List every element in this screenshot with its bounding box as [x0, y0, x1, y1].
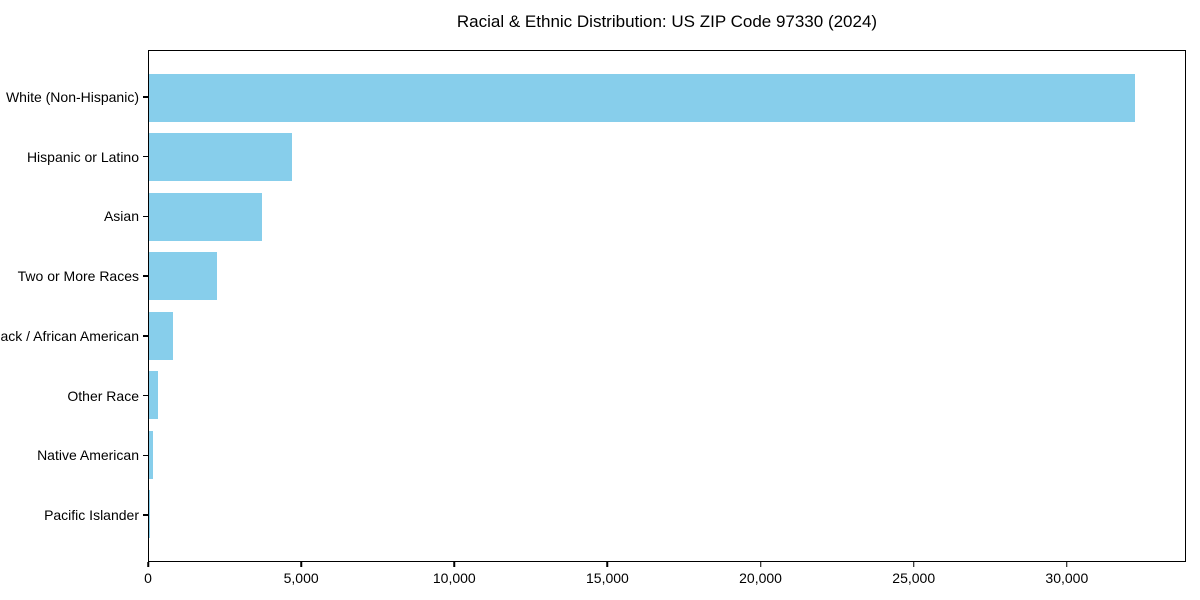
- bar-asian: [149, 192, 263, 241]
- ytick-label-black-african-american: Black / African American: [0, 327, 139, 344]
- ytick-row: Hispanic or Latino: [0, 127, 148, 187]
- plot-area: [148, 50, 1186, 562]
- ytick-label-two-or-more-races: Two or More Races: [17, 268, 139, 285]
- xtick-mark: [759, 562, 762, 567]
- ytick-label-white-non-hispanic: White (Non-Hispanic): [5, 88, 139, 105]
- ytick-mark: [143, 96, 148, 98]
- bar-hispanic-or-latino: [149, 133, 292, 182]
- xtick-mark: [453, 562, 456, 567]
- bar-row: [149, 485, 1185, 545]
- ytick-mark: [143, 275, 148, 277]
- bar-row: [149, 128, 1185, 188]
- xtick-mark: [1066, 562, 1068, 567]
- xtick-label-0: 0: [144, 570, 152, 586]
- bar-two-or-more-races: [149, 252, 217, 301]
- ytick-mark: [143, 514, 148, 516]
- ytick-mark: [143, 394, 148, 397]
- ytick-row: White (Non-Hispanic): [0, 67, 148, 127]
- ytick-mark: [143, 454, 148, 457]
- ytick-label-asian: Asian: [103, 208, 139, 225]
- xtick-label-15-000: 15,000: [586, 570, 629, 586]
- ytick-row: Two or More Races: [0, 246, 148, 306]
- bar-row: [149, 366, 1185, 426]
- xtick-mark: [912, 562, 915, 567]
- bar-row: [149, 187, 1185, 247]
- y-axis-labels: White (Non-Hispanic) Hispanic or Latino As…: [0, 67, 148, 545]
- xtick-label-30-000: 30,000: [1045, 570, 1089, 586]
- ytick-row: Asian: [0, 187, 148, 247]
- bars-area: [149, 68, 1185, 544]
- xtick-label-25-000: 25,000: [892, 570, 936, 586]
- ytick-row: Black / African American: [0, 306, 148, 366]
- ytick-label-native-american: Native American: [37, 447, 139, 464]
- bar-row: [149, 306, 1185, 366]
- bar-other-race: [149, 371, 159, 420]
- x-axis: 0 5,000 10,000 15,000 20,000 25,000 30,000: [144, 562, 1186, 600]
- ytick-label-hispanic-or-latino: Hispanic or Latino: [26, 148, 139, 165]
- chart-title: Racial & Ethnic Distribution: US ZIP Cod…: [456, 12, 878, 31]
- ytick-mark: [143, 155, 148, 158]
- xtick-label-5-000: 5,000: [283, 570, 319, 586]
- ytick-label-pacific-islander: Pacific Islander: [44, 507, 139, 524]
- ytick-mark: [143, 215, 148, 218]
- xtick-mark: [300, 562, 302, 567]
- ytick-label-other-race: Other Race: [67, 387, 139, 404]
- bar-row: [149, 68, 1185, 128]
- bar-row: [149, 247, 1185, 307]
- bar-black-african-american: [149, 311, 173, 360]
- bar-native-american: [149, 430, 153, 479]
- ytick-row: Native American: [0, 426, 148, 486]
- ytick-mark: [143, 335, 148, 337]
- xtick-mark: [606, 562, 609, 567]
- xtick-mark: [147, 562, 149, 567]
- ytick-row: Pacific Islander: [0, 485, 148, 545]
- xtick-label-20-000: 20,000: [739, 570, 782, 586]
- xtick-label-10-000: 10,000: [432, 570, 476, 586]
- ytick-row: Other Race: [0, 366, 148, 426]
- bar-pacific-islander: [149, 490, 150, 539]
- bar-white-non-hispanic: [149, 73, 1135, 122]
- bar-row: [149, 425, 1185, 485]
